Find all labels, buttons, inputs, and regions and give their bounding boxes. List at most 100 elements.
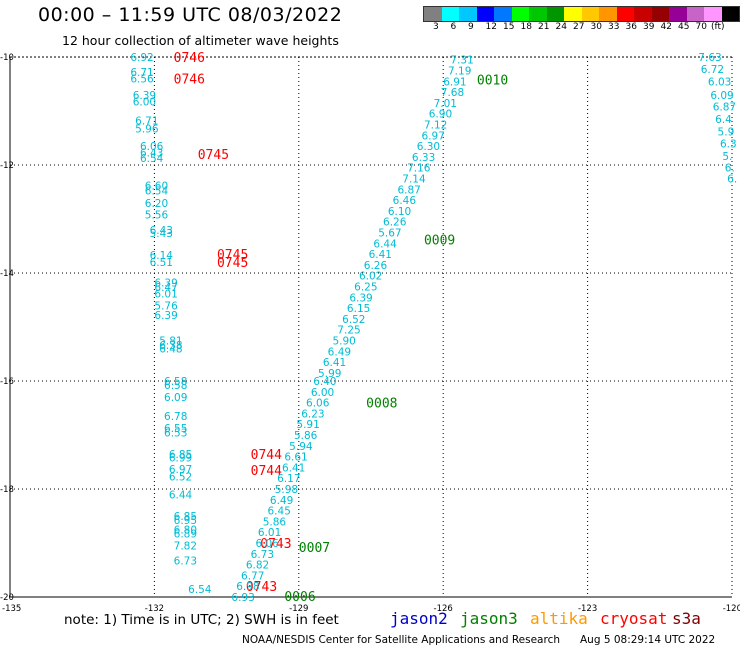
swh-value: 6.82	[246, 560, 269, 572]
pass-time-label: 0745	[217, 256, 248, 271]
swh-value: 6.58	[164, 380, 187, 392]
pass-time-label: 0010	[477, 74, 508, 89]
legend-label: 36	[625, 22, 637, 32]
swh-value: 6.15	[347, 303, 370, 315]
pass-time-label: 0744	[251, 448, 282, 463]
swh-value: 6.48	[159, 344, 182, 356]
swh-value: 6.10	[388, 206, 411, 218]
lon-tick-label: -123	[578, 604, 597, 614]
legend-swatch	[511, 7, 529, 21]
swh-value: 6.47	[154, 282, 177, 294]
swh-value: 6.92	[130, 52, 153, 64]
swh-value: 5.67	[378, 228, 401, 240]
swh-value: 6.	[725, 163, 735, 175]
swh-value: 7.31	[450, 55, 473, 67]
lon-tick-label: -135	[2, 604, 21, 614]
swh-value: 6.52	[169, 472, 192, 484]
swh-value: 6.60	[145, 181, 168, 193]
swh-value: 6.80	[174, 525, 197, 537]
color-legend	[423, 6, 740, 22]
generated-time: Aug 5 08:29:14 UTC 2022	[580, 634, 716, 646]
pass-time-label: 0744	[251, 464, 282, 479]
swh-value: 6.87	[397, 184, 420, 196]
map-title: 00:00 – 11:59 UTC 08/03/2022	[38, 4, 343, 26]
legend-label: 21	[538, 22, 550, 32]
legend-swatch	[634, 7, 652, 21]
swh-value: 6.40	[313, 376, 336, 388]
swh-value: 6.00	[133, 96, 156, 108]
legend-label: 27	[573, 22, 585, 32]
pass-time-label: 0006	[284, 590, 315, 605]
lon-tick-label: -126	[434, 604, 453, 614]
swh-value: 6.97	[169, 464, 192, 476]
swh-value: 6.72	[701, 64, 724, 76]
swh-value: 6.90	[429, 109, 452, 121]
swh-value: 6.93	[231, 592, 254, 604]
swh-value: 6.71	[135, 116, 158, 128]
legend-swatch	[494, 7, 512, 21]
swh-value: 6.39	[154, 310, 177, 322]
swh-value: 7.19	[448, 66, 471, 78]
pass-time-label: 0008	[366, 397, 397, 412]
swh-value: 6.54	[188, 584, 212, 596]
swh-value: 7.63	[698, 52, 721, 64]
swh-value: 5.99	[318, 368, 341, 380]
swh-value: 6.44	[373, 238, 397, 250]
swh-value: 6.55	[164, 423, 187, 435]
pass-time-label: 0746	[174, 51, 205, 66]
swh-value: 6.85	[174, 511, 197, 523]
pass-time-label: 0009	[424, 234, 455, 249]
swh-value: 6.85	[169, 449, 192, 461]
legend-label: 30	[590, 22, 602, 32]
legend-swatch	[686, 7, 704, 21]
legend-swatch	[459, 7, 477, 21]
legend-label: 33	[608, 22, 620, 32]
swh-value: 6.01	[154, 289, 177, 301]
pass-time-label: 0743	[260, 537, 291, 552]
swh-value: 5.81	[159, 336, 182, 348]
swh-value: 6.09	[164, 392, 187, 404]
map-subtitle: 12 hour collection of altimeter wave hei…	[62, 33, 339, 48]
swh-value: 6.89	[174, 528, 197, 540]
swh-value: 6.78	[164, 411, 187, 423]
swh-value: 6.03	[708, 76, 731, 88]
swh-value: 6.06	[140, 141, 164, 153]
swh-value: 6.91	[443, 76, 466, 88]
swh-value: 5.9	[718, 127, 735, 139]
swh-value: 6.00	[311, 387, 334, 399]
swh-value: 5.86	[294, 430, 318, 442]
swh-value: 6.39	[154, 278, 177, 290]
legend-label: 6	[450, 22, 457, 32]
satellite-jason3: jason3	[460, 609, 518, 628]
swh-value: 6.53	[164, 427, 187, 439]
legend-label: 3	[433, 22, 439, 32]
swh-value: 6.09	[710, 90, 733, 102]
credit-text: NOAA/NESDIS Center for Satellite Applica…	[242, 634, 560, 646]
swh-value: 5.94	[289, 441, 313, 453]
swh-value: 6.44	[169, 489, 193, 501]
legend-swatch	[441, 7, 459, 21]
swh-value: 6.41	[323, 357, 346, 369]
swh-value: 5.	[722, 151, 732, 163]
swh-value: 6.41	[282, 462, 305, 474]
swh-value: 6.54	[145, 185, 169, 197]
swh-value: 5.96	[135, 123, 159, 135]
swh-value: 6.39	[349, 292, 372, 304]
swh-value: 6.06	[255, 538, 279, 550]
swh-value: 6.51	[150, 257, 173, 269]
lat-tick-label: -20	[0, 593, 14, 603]
swh-value: 5.43	[150, 228, 173, 240]
satellite-jason2: jason2	[390, 609, 448, 628]
pass-time-label: 0745	[217, 248, 248, 263]
swh-value: 6.38	[159, 340, 182, 352]
lon-tick-label: -129	[289, 604, 308, 614]
swh-value: 6.95	[174, 515, 197, 527]
legend-swatch	[651, 7, 669, 21]
legend-swatch	[564, 7, 582, 21]
swh-value: 6.54	[140, 153, 164, 165]
legend-swatch	[721, 7, 739, 21]
swh-value: 7.82	[174, 541, 197, 553]
swh-value: 6.3	[720, 138, 737, 150]
swh-value: 6.97	[422, 130, 445, 142]
